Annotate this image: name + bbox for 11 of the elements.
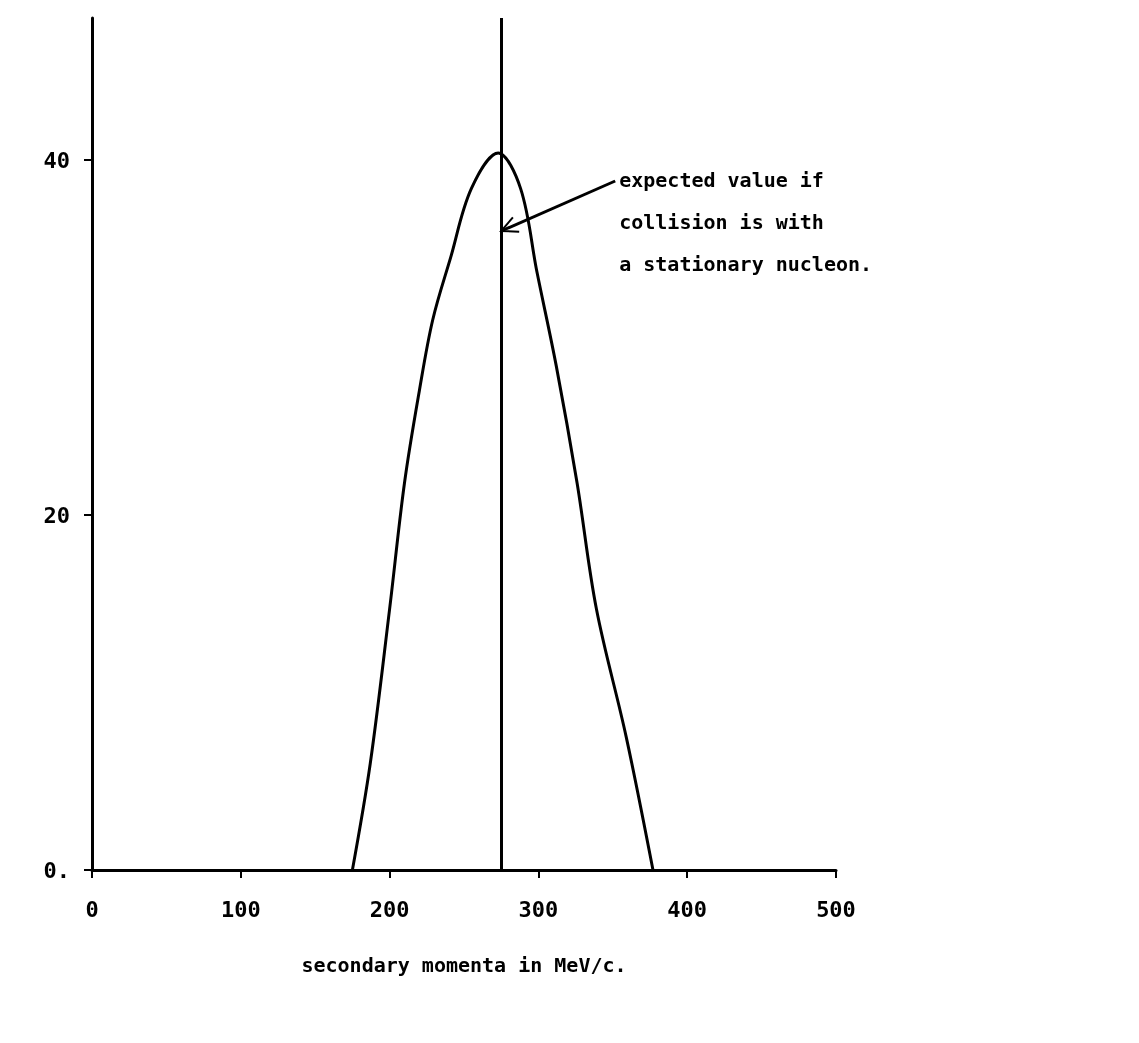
annotation: expected value if collision is with a stationary nucleon. — [619, 167, 873, 278]
x-tick-label: 100 — [220, 896, 261, 922]
x-tick-label: 500 — [816, 896, 856, 922]
y-tick-label: 40 — [43, 147, 70, 173]
x-tick-label: 400 — [667, 896, 708, 922]
y-tick-label: 0. — [43, 857, 70, 883]
x-tick-label: 200 — [369, 896, 410, 922]
x-tick-label: 0 — [85, 896, 99, 922]
y-tick-label: 20 — [43, 502, 70, 528]
x-axis-title: secondary momenta in MeV/c. — [301, 953, 627, 977]
x-tick-label: 300 — [518, 896, 559, 922]
